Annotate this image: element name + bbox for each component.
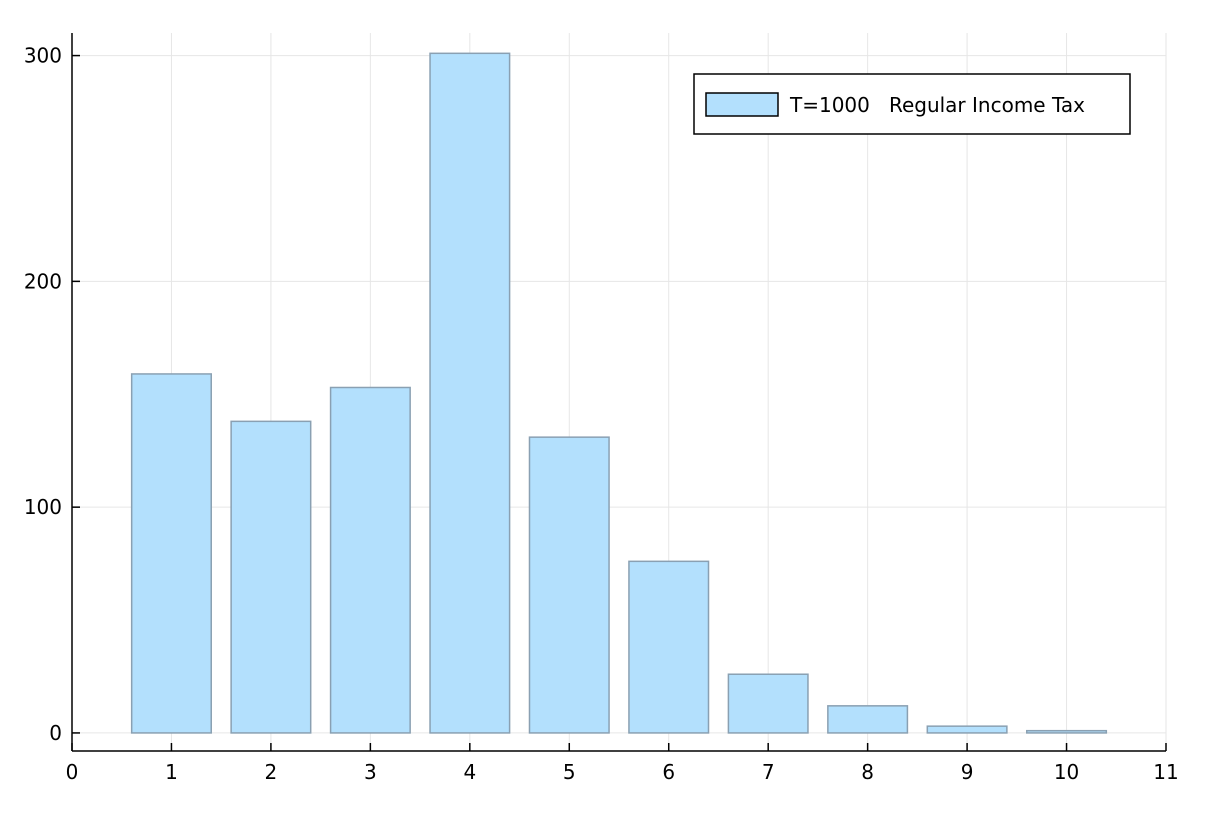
bar [628, 560, 710, 734]
legend-label: T=1000 Regular Income Tax [789, 93, 1085, 117]
x-tick-label: 11 [1153, 760, 1178, 784]
x-tick-label: 10 [1054, 760, 1079, 784]
bar [230, 420, 312, 734]
x-tick-label: 2 [265, 760, 278, 784]
bar [130, 373, 212, 734]
bar [528, 436, 610, 734]
y-tick-label: 300 [24, 44, 62, 68]
x-tick-label: 0 [66, 760, 79, 784]
bars [130, 52, 1108, 734]
bar [429, 52, 511, 734]
bar [727, 673, 809, 734]
bar [827, 705, 909, 734]
x-tick-label: 9 [961, 760, 974, 784]
x-tick-label: 6 [662, 760, 675, 784]
x-tick-label: 1 [165, 760, 178, 784]
y-tick-label: 200 [24, 269, 62, 293]
x-tick-label: 7 [762, 760, 775, 784]
legend: T=1000 Regular Income Tax [693, 73, 1131, 135]
axes: 0 1 2 3 4 5 6 7 8 9 10 11 0 100 200 300 [24, 33, 1179, 784]
bar [1026, 729, 1108, 734]
x-tick-label: 3 [364, 760, 377, 784]
x-tick-label: 4 [463, 760, 476, 784]
bar [329, 386, 411, 734]
bar [926, 725, 1008, 734]
y-tick-label: 0 [49, 721, 62, 745]
x-tick-label: 8 [861, 760, 874, 784]
y-tick-label: 100 [24, 495, 62, 519]
x-tick-label: 5 [563, 760, 576, 784]
legend-swatch [705, 92, 779, 117]
